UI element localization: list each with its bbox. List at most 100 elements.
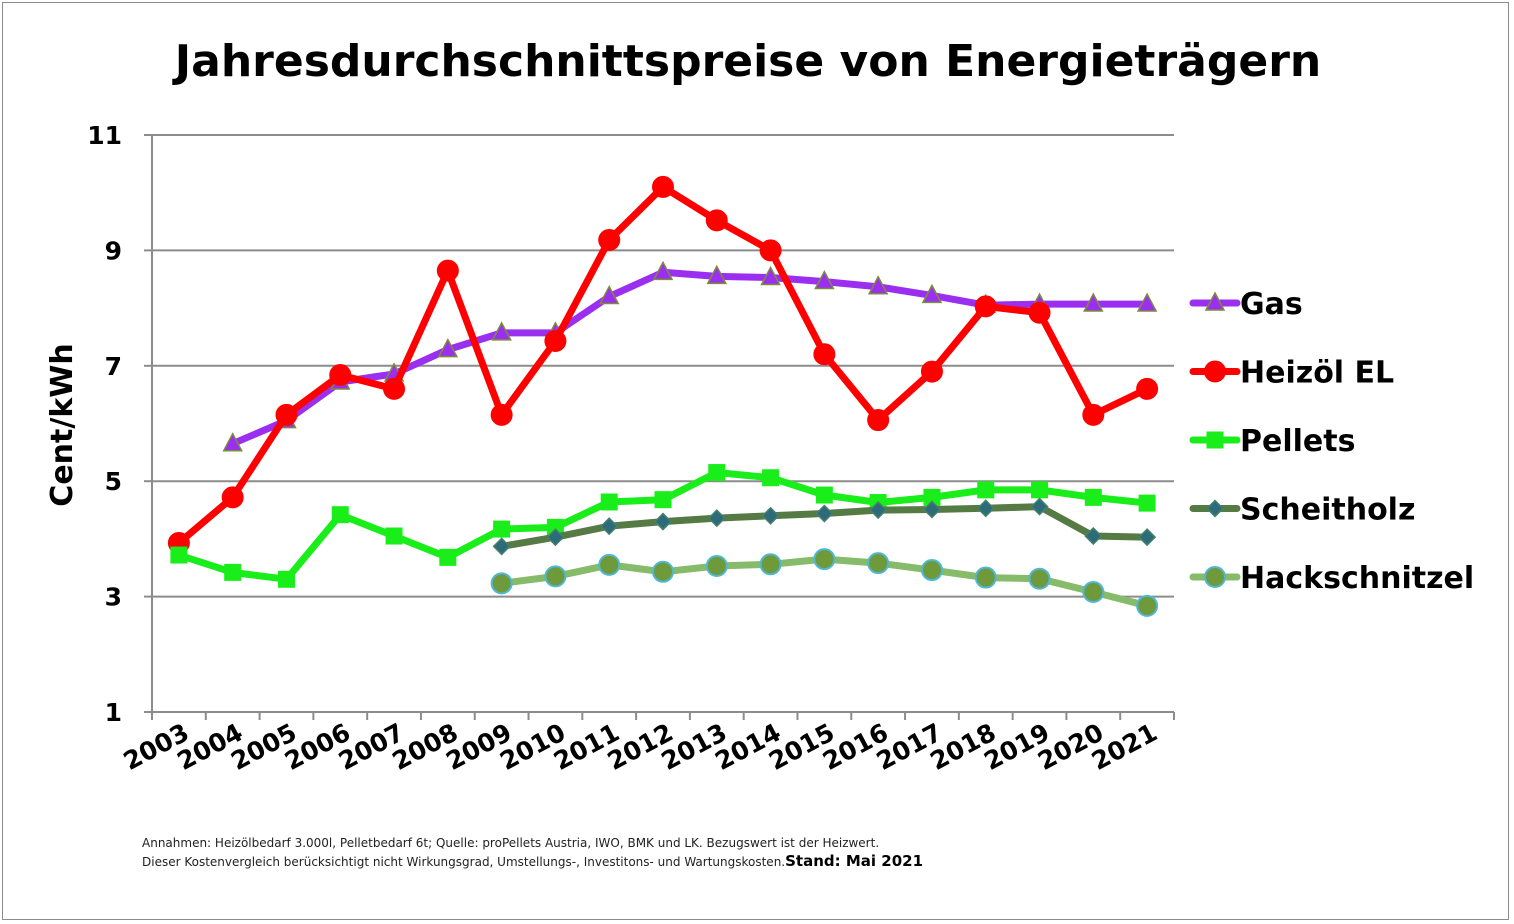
point-pellets-2019	[1031, 481, 1049, 499]
point-hackschnitzel-2019	[1028, 567, 1051, 590]
y-tick-label-3: 3	[105, 583, 122, 612]
point-scheitholz-2014	[761, 506, 780, 525]
footnote: Annahmen: Heizölbedarf 3.000l, Pelletbed…	[142, 834, 1142, 871]
point-gas-2011	[598, 284, 620, 305]
series-scheitholz	[492, 497, 1157, 556]
series-gas	[222, 260, 1158, 452]
point-hackschnitzel-2021	[1136, 594, 1159, 617]
point-heiz-l-el-2008	[436, 259, 459, 282]
point-hackschnitzel-2010	[544, 565, 567, 588]
point-scheitholz-2013	[707, 509, 726, 528]
legend-item-hackschnitzel: Hackschnitzel	[1189, 561, 1474, 596]
legend: Gas Heizöl EL Pellets Scheitholz Hackschnitz…	[1189, 287, 1474, 596]
gridlines	[152, 134, 1174, 598]
legend-label-heiz-l-el: Heizöl EL	[1240, 356, 1394, 391]
point-pellets-2003	[170, 546, 188, 564]
legend-marker-scheitholz	[1205, 499, 1225, 518]
legend-marker-hackschnitzel	[1204, 566, 1226, 588]
point-gas-2009	[491, 321, 512, 341]
point-heiz-l-el-2016	[867, 409, 890, 432]
legend-label-scheitholz: Scheitholz	[1240, 493, 1415, 528]
x-axis-ticks: 2003200420052006200720082009201020112012…	[119, 718, 1162, 776]
point-pellets-2013	[708, 464, 726, 482]
point-heiz-l-el-2007	[383, 377, 406, 400]
legend-label-gas: Gas	[1240, 287, 1303, 322]
point-heiz-l-el-2004	[221, 486, 244, 509]
chart-title: Jahresdurchschnittspreise von Energieträ…	[172, 36, 1321, 87]
point-scheitholz-2009	[492, 537, 511, 556]
point-pellets-2007	[385, 527, 403, 545]
point-heiz-l-el-2009	[490, 403, 513, 426]
point-pellets-2009	[493, 520, 511, 538]
point-gas-2014	[760, 265, 781, 286]
legend-item-heiz-l-el: Heizöl EL	[1189, 356, 1394, 391]
stand-date: Stand: Mai 2021	[785, 852, 924, 870]
point-gas-2020	[1083, 292, 1104, 312]
point-hackschnitzel-2011	[598, 553, 621, 576]
point-scheitholz-2018	[976, 499, 995, 518]
series-pellets	[170, 464, 1156, 588]
point-gas-2008	[437, 338, 459, 358]
y-axis-ticks: 1 3 5 7 9 11	[87, 121, 122, 727]
series-layer	[167, 175, 1159, 617]
point-pellets-2004	[224, 563, 242, 581]
point-scheitholz-2020	[1084, 526, 1103, 546]
point-hackschnitzel-2009	[490, 572, 513, 595]
point-gas-2012	[652, 260, 674, 281]
point-hackschnitzel-2016	[867, 552, 890, 575]
point-heiz-l-el-2006	[329, 364, 352, 387]
point-scheitholz-2016	[869, 500, 888, 520]
legend-marker-pellets	[1206, 431, 1224, 449]
point-hackschnitzel-2020	[1082, 580, 1105, 603]
point-heiz-l-el-2010	[544, 329, 567, 352]
point-pellets-2018	[977, 481, 995, 499]
point-pellets-2011	[600, 493, 618, 511]
point-scheitholz-2019	[1030, 497, 1049, 516]
point-heiz-l-el-2005	[275, 403, 298, 426]
y-axis-label: Cent/kWh	[45, 343, 80, 506]
y-tick-label-5: 5	[105, 467, 122, 496]
point-pellets-2020	[1084, 488, 1102, 506]
point-scheitholz-2015	[815, 504, 834, 523]
legend-item-pellets: Pellets	[1189, 424, 1355, 459]
point-scheitholz-2012	[653, 512, 673, 531]
point-scheitholz-2010	[546, 528, 565, 547]
point-hackschnitzel-2012	[652, 560, 674, 583]
legend-item-scheitholz: Scheitholz	[1189, 493, 1415, 528]
point-heiz-l-el-2017	[920, 360, 943, 383]
point-pellets-2012	[654, 491, 672, 509]
series-heiz-l-el	[167, 175, 1159, 554]
point-hackschnitzel-2017	[920, 559, 943, 582]
point-pellets-2014	[762, 469, 780, 487]
point-scheitholz-2021	[1138, 528, 1157, 547]
point-gas-2004	[222, 432, 243, 452]
y-tick-label-9: 9	[105, 236, 122, 265]
point-pellets-2021	[1138, 494, 1156, 512]
point-gas-2015	[814, 269, 835, 290]
legend-marker-gas	[1204, 291, 1226, 311]
point-heiz-l-el-2020	[1082, 403, 1105, 426]
point-heiz-l-el-2019	[1028, 301, 1051, 324]
y-tick-label-11: 11	[87, 121, 122, 150]
point-hackschnitzel-2014	[759, 553, 782, 576]
point-pellets-2006	[331, 506, 349, 524]
series-line-gas	[229, 268, 1151, 448]
legend-item-gas: Gas	[1189, 287, 1303, 322]
point-heiz-l-el-2014	[759, 239, 782, 262]
point-heiz-l-el-2011	[598, 229, 621, 252]
point-heiz-l-el-2012	[652, 175, 674, 198]
point-pellets-2005	[277, 570, 295, 588]
point-gas-2021	[1136, 292, 1158, 312]
point-heiz-l-el-2013	[705, 209, 728, 232]
point-heiz-l-el-2021	[1136, 377, 1159, 400]
point-heiz-l-el-2015	[813, 343, 836, 366]
point-hackschnitzel-2013	[705, 555, 728, 578]
y-tick-label-1: 1	[105, 698, 122, 727]
y-tick-label-7: 7	[105, 352, 122, 381]
legend-label-pellets: Pellets	[1240, 424, 1355, 459]
footnote-line-1: Annahmen: Heizölbedarf 3.000l, Pelletbed…	[142, 836, 880, 850]
footnote-line-2: Dieser Kostenvergleich berücksichtigt ni…	[142, 852, 1142, 871]
legend-label-hackschnitzel: Hackschnitzel	[1240, 561, 1474, 596]
point-scheitholz-2017	[922, 500, 942, 519]
